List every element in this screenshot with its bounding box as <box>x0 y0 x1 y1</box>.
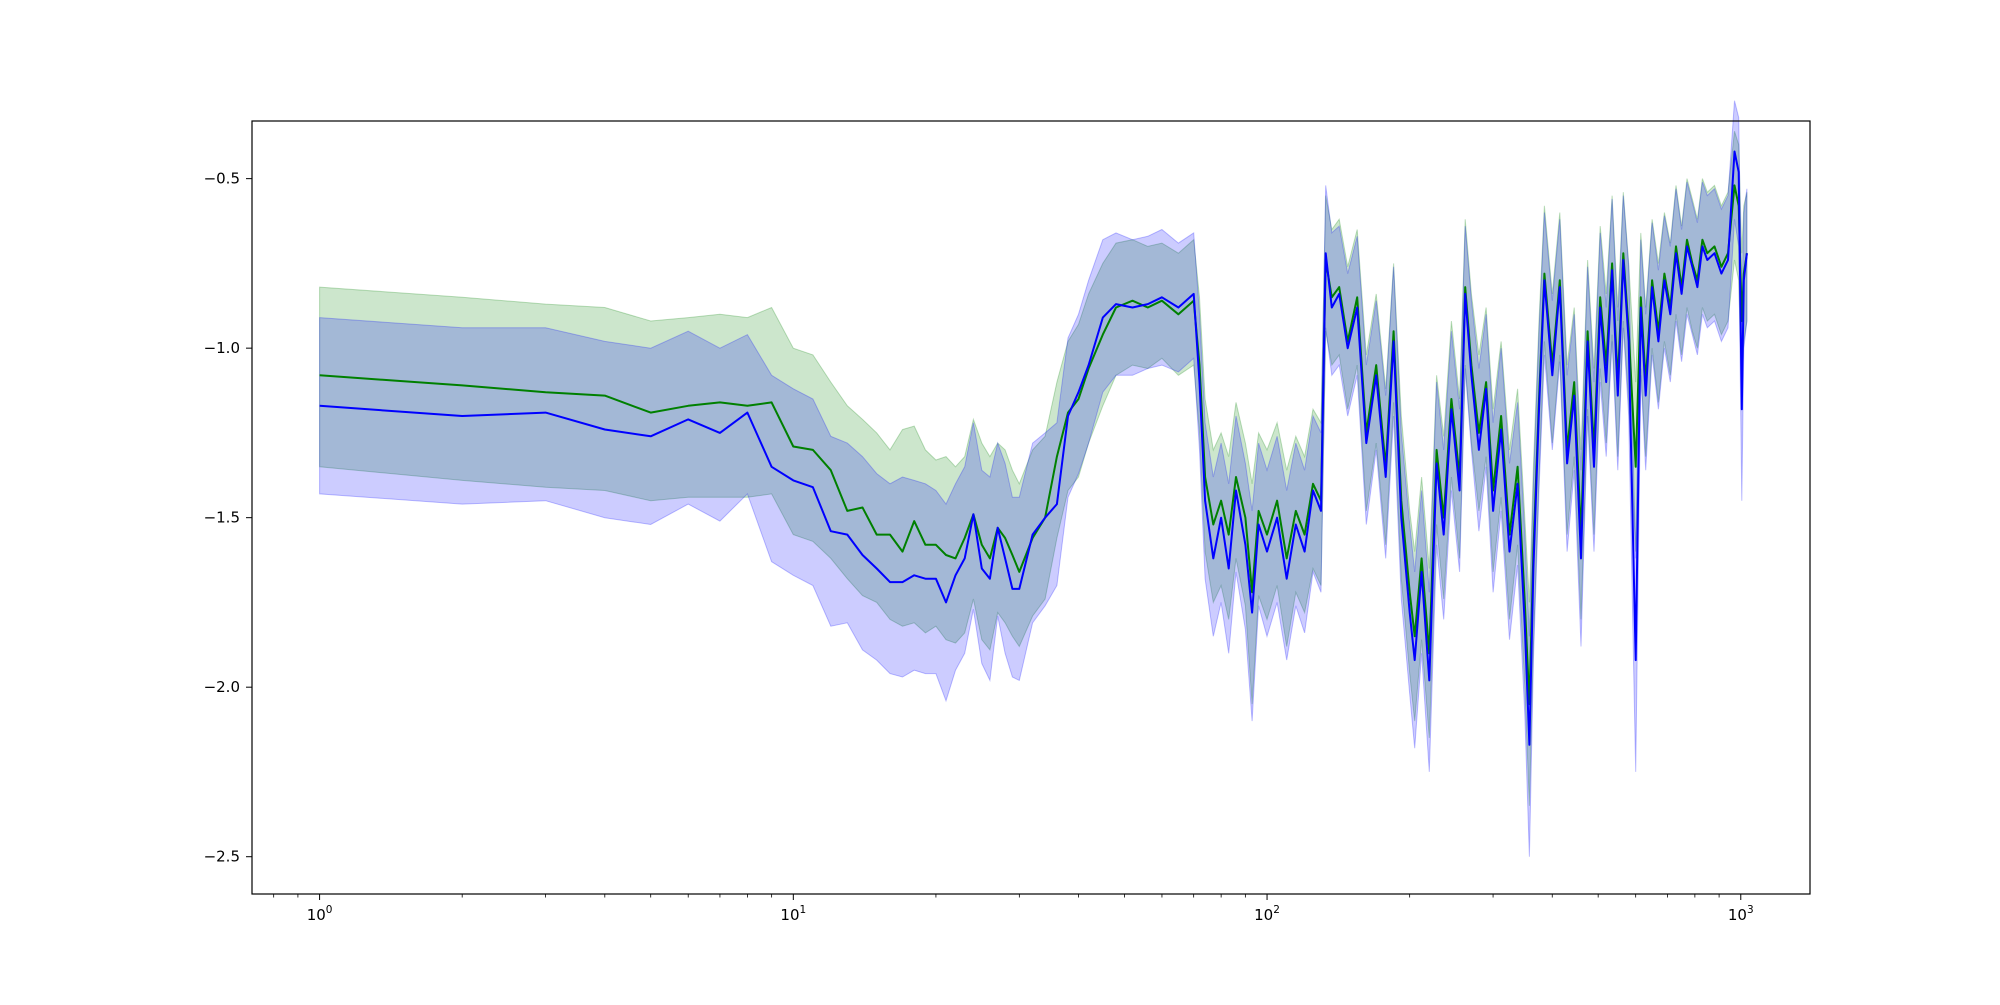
series-1-band <box>319 131 1748 806</box>
x-tick-label: 101 <box>780 904 806 924</box>
x-tick-label: 103 <box>1728 904 1754 924</box>
plot-area-frame <box>251 120 1811 895</box>
x-axis: 100 101 102 103 <box>273 894 1754 924</box>
series-lines <box>319 150 1748 746</box>
series-1-line <box>319 184 1748 706</box>
y-tick-label: −0.5 <box>204 170 240 188</box>
x-tick-label: 102 <box>1254 904 1280 924</box>
y-tick-label: −2.0 <box>204 678 240 696</box>
x-tick-label: 100 <box>307 904 333 924</box>
y-axis: −0.5 −1.0 −1.5 −2.0 −2.5 <box>204 170 252 866</box>
y-tick-label: −2.5 <box>204 848 240 866</box>
confidence-bands <box>319 100 1748 857</box>
series-2-band <box>319 100 1748 857</box>
series-2-line <box>319 150 1748 746</box>
y-tick-label: −1.5 <box>204 509 240 527</box>
y-tick-label: −1.0 <box>204 339 240 357</box>
